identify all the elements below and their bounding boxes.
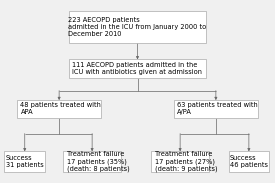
- Text: 223 AECOPD patients
admitted in the ICU from January 2000 to
December 2010: 223 AECOPD patients admitted in the ICU …: [68, 16, 207, 37]
- FancyBboxPatch shape: [69, 10, 206, 43]
- Text: 63 patients treated with
A/PA: 63 patients treated with A/PA: [177, 102, 258, 115]
- Text: Success
31 patients: Success 31 patients: [6, 155, 44, 169]
- Text: Treatment failure
17 patients (27%)
(death: 9 patients): Treatment failure 17 patients (27%) (dea…: [155, 152, 217, 172]
- FancyBboxPatch shape: [174, 100, 258, 117]
- FancyBboxPatch shape: [151, 152, 209, 172]
- FancyBboxPatch shape: [229, 152, 269, 172]
- Text: 48 patients treated with
APA: 48 patients treated with APA: [20, 102, 101, 115]
- Text: Success
46 patients: Success 46 patients: [230, 155, 268, 169]
- FancyBboxPatch shape: [69, 59, 206, 78]
- FancyBboxPatch shape: [17, 100, 101, 117]
- Text: Treatment failure
17 patients (35%)
(death: 8 patients): Treatment failure 17 patients (35%) (dea…: [67, 152, 129, 172]
- Text: 111 AECOPD patients admitted in the
ICU with antibiotics given at admission: 111 AECOPD patients admitted in the ICU …: [72, 62, 202, 75]
- FancyBboxPatch shape: [4, 152, 45, 172]
- FancyBboxPatch shape: [63, 152, 121, 172]
